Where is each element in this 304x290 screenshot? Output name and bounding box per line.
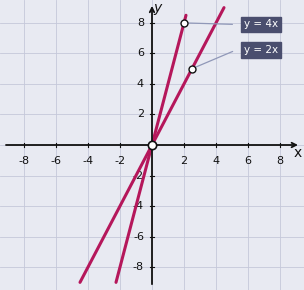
Text: 2: 2 bbox=[181, 156, 188, 166]
Text: -4: -4 bbox=[82, 156, 94, 166]
Text: -2: -2 bbox=[114, 156, 126, 166]
Text: 8: 8 bbox=[276, 156, 284, 166]
Text: -6: -6 bbox=[50, 156, 61, 166]
Text: 4: 4 bbox=[212, 156, 219, 166]
Text: 4: 4 bbox=[137, 79, 144, 89]
Text: y = 2x: y = 2x bbox=[244, 45, 278, 55]
Text: y: y bbox=[154, 1, 162, 14]
Text: -6: -6 bbox=[133, 232, 144, 242]
Text: x: x bbox=[293, 146, 302, 160]
Text: -2: -2 bbox=[133, 171, 144, 181]
Text: y = 4x: y = 4x bbox=[244, 19, 278, 29]
Text: -8: -8 bbox=[19, 156, 29, 166]
Text: -8: -8 bbox=[133, 262, 144, 272]
Text: 6: 6 bbox=[137, 48, 144, 58]
Text: 8: 8 bbox=[137, 18, 144, 28]
Text: 6: 6 bbox=[244, 156, 251, 166]
Text: -4: -4 bbox=[133, 201, 144, 211]
Text: 2: 2 bbox=[137, 109, 144, 119]
